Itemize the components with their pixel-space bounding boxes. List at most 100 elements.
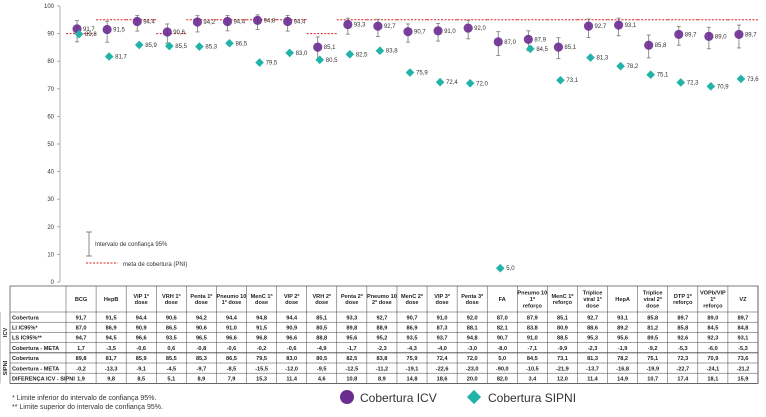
- table-cell: 94,8: [256, 315, 267, 321]
- table-cell: 85,1: [557, 315, 568, 321]
- table-header-label: dose: [405, 300, 418, 306]
- icv-value-label: 87,9: [534, 37, 546, 43]
- icv-value-label: 92,7: [595, 24, 607, 30]
- icv-point: [463, 23, 473, 33]
- table-cell: -13,7: [586, 366, 599, 372]
- table-cell: 81,2: [647, 326, 658, 332]
- icv-value-label: 90,6: [173, 30, 185, 36]
- table-cell: -9,2: [648, 346, 658, 352]
- sipni-value-label: 81,7: [115, 55, 127, 61]
- icv-point: [734, 29, 744, 40]
- table-cell: 87,0: [76, 326, 87, 332]
- table-header-label: dose: [646, 303, 659, 309]
- icv-value-label: 93,3: [354, 22, 366, 28]
- table-header-label: dose: [285, 300, 298, 306]
- icv-value-label: 89,0: [715, 34, 727, 40]
- icv-value-label: 90,7: [414, 30, 426, 36]
- sipni-value-label: 73,6: [747, 77, 759, 83]
- table-cell: 5,1: [167, 377, 175, 383]
- table-cell: 85,8: [647, 315, 658, 321]
- table-cell: 15,3: [256, 377, 267, 383]
- table-cell: 73,1: [557, 356, 568, 362]
- table-cell: 94,2: [196, 315, 207, 321]
- table-cell: 80,5: [316, 356, 327, 362]
- table-cell: 85,5: [166, 356, 177, 362]
- table-cell: 86,5: [166, 326, 177, 332]
- table-cell: -21,9: [556, 366, 569, 372]
- table-cell: -0,6: [227, 346, 237, 352]
- table-cell: 79,5: [256, 356, 267, 362]
- table-header-label: viral 1ª: [583, 296, 602, 303]
- table-cell: -22,6: [436, 366, 449, 372]
- table-row-label: DIFERENÇA ICV - SIPNI: [12, 377, 75, 383]
- table-cell: 92,6: [677, 336, 688, 342]
- sipni-point: [165, 41, 174, 51]
- table-header-label: 1º: [710, 297, 715, 303]
- table-cell: -10,5: [526, 366, 539, 372]
- table-header-label: dose: [315, 300, 328, 306]
- icv-value-label: 85,1: [564, 45, 576, 51]
- table-header-label: dose: [466, 300, 479, 306]
- sipni-point: [435, 77, 445, 87]
- table-cell: 20,0: [467, 377, 478, 383]
- table-cell: 78,2: [617, 356, 628, 362]
- sipni-point: [134, 40, 144, 50]
- table-cell: -2,3: [377, 346, 387, 352]
- table-cell: -4,3: [407, 346, 417, 352]
- table-cell: -0,2: [76, 366, 86, 372]
- table-cell: 91,0: [527, 336, 538, 342]
- icv-value-label: 92,7: [384, 24, 396, 30]
- table-cell: 94,8: [467, 336, 478, 342]
- table-header-label: Pneumo 10: [517, 291, 547, 297]
- table-cell: -0,6: [287, 346, 297, 352]
- table-cell: 91,7: [76, 315, 87, 321]
- table-cell: 92,3: [707, 336, 718, 342]
- table-cell: -6,0: [708, 346, 718, 352]
- table-cell: -3,0: [467, 346, 477, 352]
- sipni-value-label: 85,9: [145, 43, 157, 49]
- table-cell: -13,3: [105, 366, 118, 372]
- table-side-icv: ICV: [3, 327, 9, 337]
- table-header-label: 1º: [530, 297, 535, 303]
- table-cell: 94,4: [226, 315, 238, 321]
- table-cell: 88,1: [467, 326, 478, 332]
- table-cell: -5,3: [678, 346, 688, 352]
- table-cell: 85,1: [316, 315, 327, 321]
- sipni-point: [285, 48, 294, 58]
- table-cell: -1,9: [618, 346, 628, 352]
- table-cell: -3,5: [106, 346, 116, 352]
- table-cell: -90,0: [496, 366, 509, 372]
- sipni-value-label: 78,2: [627, 64, 639, 70]
- table-cell: 7,9: [228, 377, 236, 383]
- table-cell: 73,6: [738, 356, 749, 362]
- icv-value-label: 89,7: [685, 32, 697, 38]
- table-header-label: viral 2ª: [644, 296, 663, 303]
- table-cell: 93,1: [738, 336, 749, 342]
- table-cell: 84,5: [527, 356, 538, 362]
- sipni-point: [646, 70, 655, 80]
- sipni-point: [556, 75, 565, 85]
- sipni-point: [225, 38, 234, 48]
- sipni-value-label: 83,8: [386, 49, 398, 55]
- table-header-label: VIP 3ª: [434, 293, 451, 300]
- table-cell: 89,7: [738, 315, 749, 321]
- icv-point: [132, 16, 142, 27]
- table-cell: 75,9: [407, 356, 418, 362]
- sipni-point: [345, 50, 355, 59]
- table-cell: 83,8: [527, 326, 538, 332]
- table-cell: 89,8: [76, 356, 87, 362]
- table-header-label: dose: [135, 300, 148, 306]
- table-cell: -0,2: [257, 346, 267, 352]
- sipni-value-label: 72,0: [476, 81, 488, 87]
- table-header-label: dose: [436, 300, 449, 306]
- table-cell: -8,0: [497, 346, 507, 352]
- icv-point: [373, 21, 383, 31]
- icv-value-label: 94,4: [294, 19, 306, 25]
- table-header-label: VOPb/VIP: [700, 291, 726, 297]
- table-cell: 93,5: [407, 336, 418, 342]
- icv-point: [283, 16, 293, 27]
- table-row-label: Cobertura - META: [12, 346, 59, 352]
- table-cell: 10,7: [647, 377, 658, 383]
- table-cell: -12,5: [345, 366, 358, 372]
- table-cell: 18,1: [707, 377, 718, 383]
